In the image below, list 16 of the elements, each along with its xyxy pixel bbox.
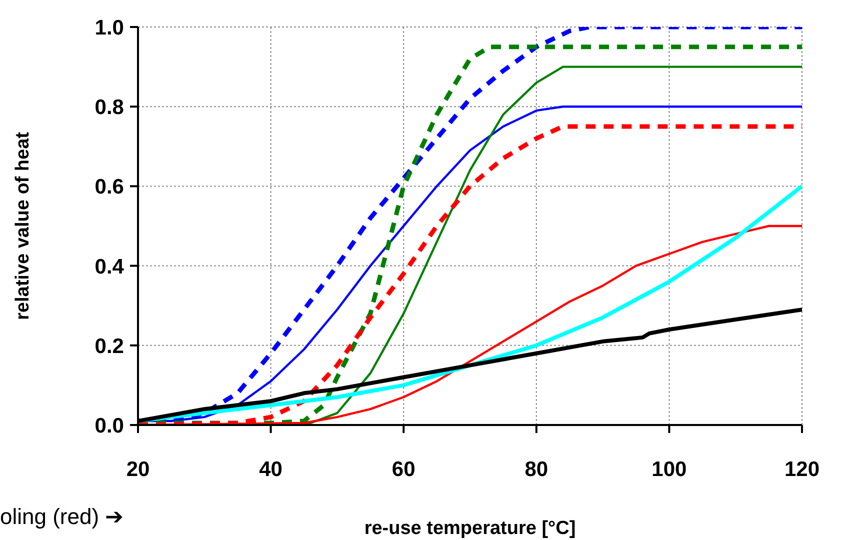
y-tick-label: 0.0 bbox=[94, 414, 124, 438]
y-tick-label: 0.2 bbox=[94, 334, 124, 358]
x-tick-label: 100 bbox=[652, 458, 687, 481]
text: oling (red) ➔ bbox=[0, 504, 124, 530]
y-tick-label: 0.6 bbox=[94, 176, 124, 199]
x-tick-label: 40 bbox=[259, 458, 282, 481]
y-axis-title: relative value of heat bbox=[12, 131, 34, 320]
x-tick-label: 120 bbox=[784, 458, 820, 481]
y-tick-label: 0.4 bbox=[94, 255, 124, 278]
x-tick-label: 60 bbox=[392, 458, 416, 481]
x-axis-title: re-use temperature [°C] bbox=[364, 518, 576, 539]
y-tick-label: 1.0 bbox=[94, 16, 124, 40]
line-series bbox=[138, 184, 802, 424]
y-tick-label: 0.8 bbox=[94, 96, 124, 120]
x-tick-label: 20 bbox=[126, 458, 150, 481]
x-tick-label: 80 bbox=[524, 458, 548, 481]
